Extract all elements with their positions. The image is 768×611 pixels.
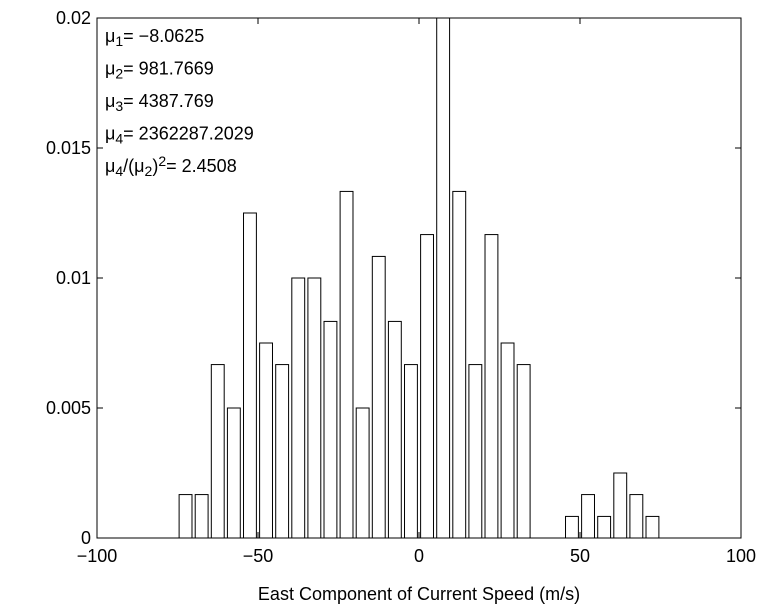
bar xyxy=(516,364,531,538)
annotation: μ1= −8.0625 xyxy=(105,26,204,49)
x-tick-label: 100 xyxy=(726,546,756,566)
annotation-part: 2 xyxy=(115,66,123,82)
bar xyxy=(307,277,322,538)
annotation: μ3= 4387.769 xyxy=(105,91,214,114)
bar xyxy=(581,494,595,538)
bar xyxy=(275,364,290,538)
annotation-part: 3 xyxy=(115,98,123,114)
bar xyxy=(468,364,483,538)
bar xyxy=(194,494,209,538)
bar xyxy=(226,407,241,538)
annotation: μ4= 2362287.2029 xyxy=(105,124,254,147)
bar xyxy=(259,342,273,538)
bar xyxy=(645,515,660,538)
bar xyxy=(387,320,402,538)
y-tick-label: 0 xyxy=(81,528,91,548)
x-tick-label: 0 xyxy=(414,546,424,566)
bar xyxy=(339,190,354,538)
annotation-part: /(μ xyxy=(123,156,144,176)
annotation-part: 4 xyxy=(115,131,123,147)
bar xyxy=(404,364,418,538)
bar xyxy=(597,515,612,538)
bar xyxy=(291,277,306,538)
annotation-part: 2 xyxy=(158,153,166,169)
annotation-part: 2 xyxy=(145,163,153,179)
annotation-part: = 981.7669 xyxy=(123,59,214,79)
bar xyxy=(484,234,499,538)
bar xyxy=(323,320,338,538)
annotation-part: μ xyxy=(105,124,115,144)
annotation-part: μ xyxy=(105,59,115,79)
annotation-part: = 2362287.2029 xyxy=(123,124,254,144)
y-tick-label: 0.005 xyxy=(46,398,91,418)
annotation-part: = 2.4508 xyxy=(166,156,237,176)
bar xyxy=(436,18,451,538)
annotation-part: μ xyxy=(105,156,115,176)
bar xyxy=(178,494,193,538)
y-tick-label: 0.015 xyxy=(46,138,91,158)
annotation-part: μ xyxy=(105,26,115,46)
y-tick-label: 0.01 xyxy=(56,268,91,288)
bar xyxy=(371,255,386,538)
bar xyxy=(210,364,225,538)
bar xyxy=(500,342,515,538)
bar xyxy=(243,212,257,538)
annotation-part: ) xyxy=(152,156,158,176)
y-tick-label: 0.02 xyxy=(56,8,91,28)
annotation-part: = 4387.769 xyxy=(123,91,214,111)
bar xyxy=(613,472,628,538)
annotation: μ4/(μ2)2= 2.4508 xyxy=(105,153,237,179)
annotation-part: μ xyxy=(105,91,115,111)
annotation: μ2= 981.7669 xyxy=(105,59,214,82)
x-tick-label: −100 xyxy=(77,546,118,566)
bar xyxy=(420,234,434,538)
annotation-part: = −8.0625 xyxy=(123,26,204,46)
bar xyxy=(452,190,467,538)
annotation-part: 1 xyxy=(115,33,123,49)
bar xyxy=(355,407,370,538)
x-tick-label: 50 xyxy=(570,546,590,566)
x-axis-label: East Component of Current Speed (m/s) xyxy=(258,584,580,604)
x-tick-label: −50 xyxy=(243,546,274,566)
bar xyxy=(629,494,644,538)
bar xyxy=(565,515,579,538)
annotation-part: 4 xyxy=(115,163,123,179)
